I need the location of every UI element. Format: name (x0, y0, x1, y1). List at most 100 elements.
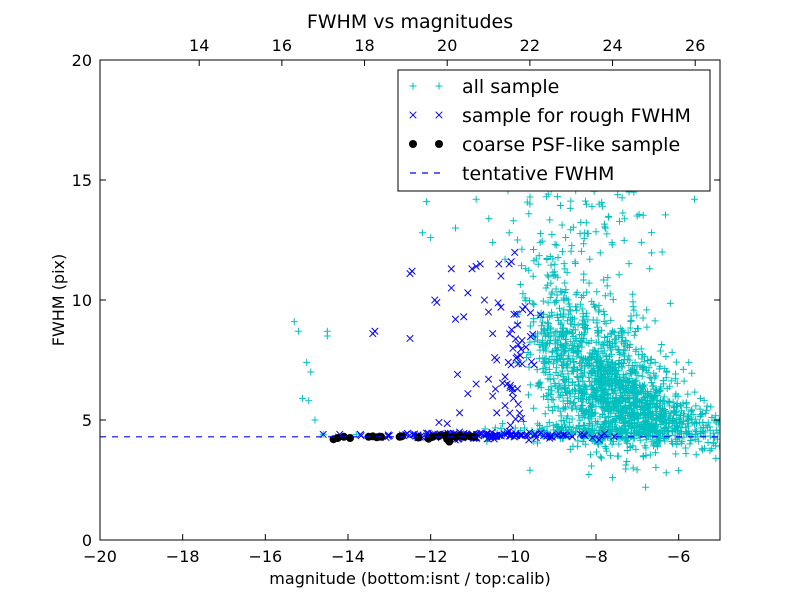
all-sample-point (551, 268, 559, 276)
all-sample-point (605, 406, 613, 414)
all-sample-point (563, 317, 571, 325)
rough-fwhm-point (511, 415, 520, 423)
all-sample-point (311, 416, 319, 424)
all-sample-point (611, 396, 619, 404)
all-sample-point (600, 307, 608, 315)
rough-fwhm-point (453, 370, 462, 379)
legend-marker-all-sample (409, 82, 417, 90)
all-sample-point (539, 297, 547, 305)
all-sample-point (651, 392, 659, 400)
all-sample-point (569, 424, 577, 432)
all-sample-point (589, 385, 597, 393)
rough-fwhm-point (508, 388, 517, 396)
all-sample-point (651, 317, 659, 325)
rough-fwhm-point (489, 329, 497, 338)
all-sample-point (566, 445, 574, 453)
all-sample-point (661, 211, 669, 219)
x-axis-label: magnitude (bottom:isnt / top:calib) (269, 569, 550, 588)
all-sample-point (607, 370, 615, 378)
all-sample-point (604, 400, 612, 408)
legend-markers (409, 82, 443, 174)
all-sample-point (586, 369, 594, 377)
all-sample-point (541, 332, 549, 340)
all-sample-point (583, 288, 591, 296)
all-sample-point (708, 445, 716, 453)
all-sample-point (603, 447, 611, 455)
all-sample-point (563, 327, 571, 335)
all-sample-point (611, 360, 619, 368)
all-sample-point (615, 346, 623, 354)
all-sample-point (552, 420, 560, 428)
all-sample-point (695, 419, 703, 427)
all-sample-point (562, 388, 570, 396)
all-sample-point (619, 209, 627, 217)
all-sample-point (594, 386, 602, 394)
rough-fwhm-point (600, 430, 609, 438)
all-sample-point (605, 375, 613, 383)
rough-fwhm-point (524, 432, 532, 440)
all-sample-point (630, 331, 638, 339)
all-sample-point (712, 412, 720, 420)
all-sample-point (578, 343, 586, 351)
rough-fwhm-point (507, 326, 516, 334)
all-sample-point (612, 393, 620, 401)
all-sample-point (556, 383, 564, 391)
all-sample-point (601, 388, 609, 396)
legend-marker-coarse-psf (409, 140, 417, 148)
all-sample-point (561, 348, 569, 356)
all-sample-point (691, 426, 699, 434)
all-sample-point (571, 381, 579, 389)
all-sample-point (626, 324, 634, 332)
rough-fwhm-point (530, 361, 538, 369)
rough-fwhm-point (476, 260, 484, 268)
all-sample-point (660, 393, 668, 401)
all-sample-point (565, 355, 573, 363)
rough-fwhm-point (506, 381, 514, 390)
all-sample-point (622, 336, 630, 344)
all-sample-point (636, 436, 644, 444)
rough-fwhm-point (562, 431, 570, 440)
all-sample-point (582, 390, 590, 398)
all-sample-point (625, 344, 633, 352)
all-sample-point (651, 449, 659, 457)
all-sample-point (535, 379, 543, 387)
top-tick-label: 18 (354, 36, 374, 55)
all-sample-point (668, 427, 676, 435)
all-sample-point (573, 288, 581, 296)
all-sample-point (647, 355, 655, 363)
all-sample-point (625, 361, 633, 369)
all-sample-point (561, 336, 569, 344)
all-sample-point (553, 193, 561, 201)
all-sample-point (654, 392, 662, 400)
all-sample-point (472, 195, 480, 203)
all-sample-point (303, 358, 311, 366)
all-sample-point (606, 366, 614, 374)
all-sample-point (672, 450, 680, 458)
rough-fwhm-point (472, 262, 480, 271)
rough-fwhm-point (546, 434, 554, 442)
all-sample-point (606, 290, 614, 298)
all-sample-point (622, 370, 630, 378)
rough-fwhm-point (588, 434, 597, 442)
all-sample-point (554, 350, 562, 358)
all-sample-point (585, 373, 593, 381)
all-sample-point (548, 230, 556, 238)
all-sample-point (546, 313, 554, 321)
rough-fwhm-point (503, 428, 512, 436)
all-sample-point (639, 414, 647, 422)
all-sample-point (526, 466, 534, 474)
all-sample-point (601, 224, 609, 232)
all-sample-point (640, 383, 648, 391)
all-sample-point (583, 230, 591, 238)
all-sample-point (671, 375, 679, 383)
all-sample-point (622, 429, 630, 437)
all-sample-point (524, 391, 532, 399)
all-sample-point (577, 247, 585, 255)
all-sample-point (646, 265, 654, 273)
all-sample-point (633, 363, 641, 371)
all-sample-point (663, 367, 671, 375)
all-sample-point (580, 270, 588, 278)
rough-fwhm-point (472, 380, 480, 388)
all-sample-point (593, 316, 601, 324)
all-sample-point (672, 422, 680, 430)
